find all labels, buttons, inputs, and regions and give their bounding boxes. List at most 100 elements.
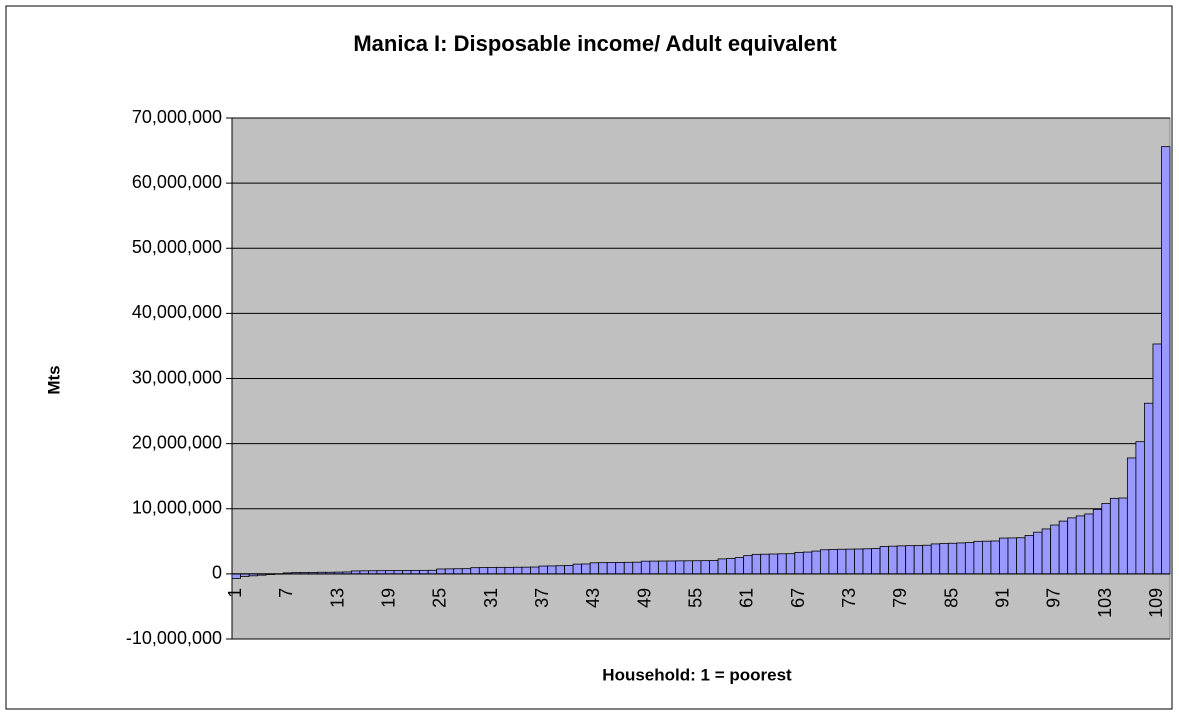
x-tick-label: 103 <box>1095 588 1115 618</box>
bar <box>982 541 991 574</box>
bar <box>863 549 872 574</box>
bar <box>1025 535 1034 573</box>
bar <box>761 554 770 574</box>
bar <box>403 570 412 573</box>
bar <box>727 559 736 574</box>
bar <box>590 563 599 574</box>
bar <box>437 569 446 574</box>
bar <box>846 549 855 574</box>
bar <box>914 545 923 573</box>
bar <box>795 552 804 573</box>
bar <box>744 556 753 574</box>
bar <box>752 554 761 574</box>
bar <box>616 562 625 573</box>
bar <box>522 567 531 574</box>
bar <box>1051 525 1060 574</box>
x-tick-label: 55 <box>685 588 705 608</box>
y-tick-label: -10,000,000 <box>126 628 222 648</box>
x-tick-label: 37 <box>532 588 552 608</box>
bar <box>641 561 650 574</box>
y-tick-label: 30,000,000 <box>132 367 222 387</box>
bar <box>565 565 574 573</box>
bar <box>675 561 684 574</box>
bar <box>573 564 582 574</box>
bar <box>496 567 505 574</box>
bar <box>820 550 829 574</box>
bar <box>837 549 846 574</box>
x-tick-label: 31 <box>481 588 501 608</box>
x-tick-label: 1 <box>225 588 245 598</box>
bar <box>411 570 420 573</box>
bar <box>854 549 863 574</box>
bar <box>505 567 514 574</box>
bar <box>1144 403 1153 574</box>
x-tick-label: 67 <box>788 588 808 608</box>
y-tick-label: 20,000,000 <box>132 432 222 452</box>
bar <box>607 563 616 574</box>
bar <box>710 561 719 574</box>
bar <box>471 568 480 574</box>
bar <box>931 544 940 574</box>
bar <box>624 562 633 574</box>
x-tick-label: 85 <box>941 588 961 608</box>
bar <box>1102 504 1111 574</box>
bar <box>633 562 642 574</box>
bar <box>889 546 898 574</box>
bar <box>897 546 906 574</box>
bar <box>488 567 497 573</box>
bar <box>1076 516 1085 574</box>
bar <box>556 566 565 574</box>
bar <box>803 552 812 574</box>
bar <box>650 561 659 574</box>
bar <box>539 566 548 574</box>
bar <box>1127 458 1136 574</box>
bar <box>420 570 429 574</box>
x-tick-label: 7 <box>276 588 296 598</box>
bar <box>428 570 437 574</box>
bar <box>548 566 557 574</box>
x-tick-label: 13 <box>327 588 347 608</box>
bar <box>1085 514 1094 574</box>
bar <box>479 568 488 574</box>
x-tick-label: 25 <box>430 588 450 608</box>
x-tick-label: 61 <box>737 588 757 608</box>
bar <box>582 564 591 574</box>
bar <box>778 554 787 574</box>
y-tick-label: 10,000,000 <box>132 498 222 518</box>
bar <box>991 541 1000 574</box>
bar <box>599 563 608 574</box>
bar <box>1059 521 1068 574</box>
bar <box>454 569 463 574</box>
x-tick-label: 19 <box>379 588 399 608</box>
bar <box>1042 529 1051 574</box>
bar <box>1008 538 1017 574</box>
bar <box>1119 498 1128 574</box>
bar <box>1093 509 1102 573</box>
bar <box>1110 498 1119 574</box>
bar <box>232 574 241 579</box>
bar <box>923 545 932 574</box>
bar <box>692 561 701 574</box>
bar <box>812 551 821 574</box>
bar <box>974 541 983 574</box>
x-tick-label: 91 <box>992 588 1012 608</box>
y-tick-label: 40,000,000 <box>132 302 222 322</box>
bar <box>999 538 1008 574</box>
bar <box>1017 538 1026 574</box>
y-tick-label: 70,000,000 <box>132 107 222 127</box>
bar <box>872 548 881 573</box>
bar <box>701 561 710 574</box>
x-tick-label: 73 <box>839 588 859 608</box>
bar <box>948 543 957 574</box>
bar <box>513 567 522 574</box>
bar <box>880 547 889 574</box>
bar <box>940 544 949 574</box>
bar <box>829 549 838 573</box>
x-tick-label: 79 <box>890 588 910 608</box>
bar <box>786 554 795 574</box>
x-tick-label: 109 <box>1146 588 1166 618</box>
chart-title: Manica I: Disposable income/ Adult equiv… <box>353 31 837 56</box>
bar <box>965 543 974 574</box>
y-tick-label: 0 <box>212 563 222 583</box>
